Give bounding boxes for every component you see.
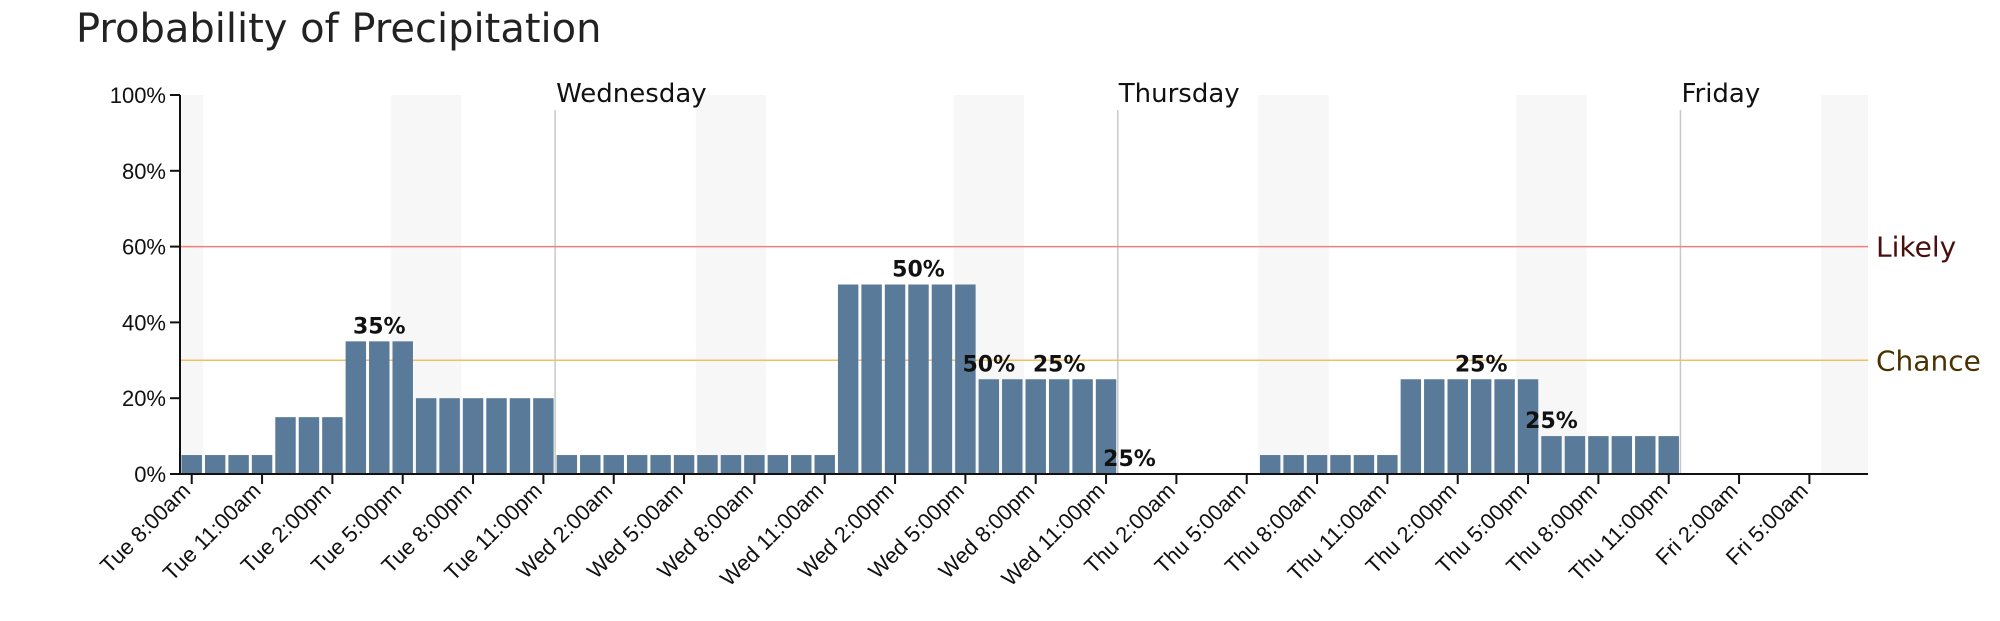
bar bbox=[1025, 379, 1046, 474]
bar bbox=[322, 417, 343, 474]
bar bbox=[1002, 379, 1023, 474]
data-label: 50% bbox=[962, 352, 1015, 377]
bar bbox=[509, 398, 531, 474]
bar bbox=[1306, 455, 1328, 474]
bar bbox=[462, 398, 484, 474]
bar bbox=[1048, 379, 1070, 474]
night-band bbox=[1821, 95, 1868, 474]
bar bbox=[931, 284, 953, 474]
bar bbox=[1353, 455, 1375, 474]
threshold-label-likely: Likely bbox=[1876, 231, 1956, 264]
bar bbox=[626, 455, 648, 474]
bar bbox=[580, 455, 601, 474]
bar bbox=[1517, 379, 1539, 474]
bar bbox=[556, 455, 578, 474]
night-band bbox=[180, 95, 204, 474]
bar bbox=[814, 455, 835, 474]
bar bbox=[837, 284, 859, 474]
night-band bbox=[695, 95, 767, 474]
bar bbox=[251, 455, 273, 474]
day-separators: Wednesday Thursday Friday bbox=[554, 79, 1760, 474]
bar bbox=[486, 398, 507, 474]
bar bbox=[884, 284, 906, 474]
y-tick-label: 0% bbox=[134, 462, 166, 487]
bar bbox=[1564, 436, 1586, 474]
day-label: Wednesday bbox=[556, 79, 707, 109]
bar bbox=[1283, 455, 1304, 474]
night-band bbox=[1258, 95, 1329, 474]
bar bbox=[1541, 436, 1562, 474]
bar bbox=[861, 284, 882, 474]
bar bbox=[275, 417, 296, 474]
bar bbox=[1330, 455, 1351, 474]
data-label: 50% bbox=[892, 258, 945, 283]
bar bbox=[673, 455, 695, 474]
data-label: 25% bbox=[1455, 352, 1508, 377]
bar bbox=[392, 341, 413, 474]
bar bbox=[908, 284, 929, 474]
chart-title: Probability of Precipitation bbox=[76, 6, 602, 52]
y-tick-label: 20% bbox=[122, 386, 166, 411]
threshold-lines: Likely Chance bbox=[180, 231, 1981, 377]
bar bbox=[1424, 379, 1445, 474]
threshold-label-chance: Chance bbox=[1876, 344, 1981, 377]
bar bbox=[978, 379, 1000, 474]
bar bbox=[1095, 379, 1117, 474]
day-label: Friday bbox=[1681, 79, 1760, 109]
bar bbox=[697, 455, 718, 474]
bar bbox=[720, 455, 742, 474]
bar bbox=[533, 398, 554, 474]
bar bbox=[1470, 379, 1492, 474]
bar bbox=[345, 341, 367, 474]
bars bbox=[181, 284, 1679, 474]
bar bbox=[298, 417, 320, 474]
bar bbox=[369, 341, 390, 474]
data-label: 35% bbox=[353, 314, 406, 339]
bar bbox=[650, 455, 671, 474]
bar bbox=[955, 284, 976, 474]
day-label: Thursday bbox=[1118, 79, 1240, 109]
bar bbox=[791, 455, 812, 474]
bar bbox=[1611, 436, 1633, 474]
data-label: 25% bbox=[1103, 447, 1156, 472]
y-tick-label: 60% bbox=[122, 235, 166, 260]
bar bbox=[228, 455, 249, 474]
bar bbox=[1447, 379, 1468, 474]
bar bbox=[767, 455, 789, 474]
y-tick-label: 80% bbox=[122, 159, 166, 184]
bar bbox=[1635, 436, 1656, 474]
y-tick-label: 40% bbox=[122, 310, 166, 335]
bar bbox=[1377, 455, 1398, 474]
bar bbox=[1400, 379, 1422, 474]
data-label: 25% bbox=[1033, 352, 1086, 377]
bar bbox=[181, 455, 202, 474]
y-tick-label: 100% bbox=[110, 83, 166, 108]
bar bbox=[1658, 436, 1679, 474]
bar bbox=[439, 398, 460, 474]
bar bbox=[1494, 379, 1515, 474]
data-label: 25% bbox=[1525, 409, 1578, 434]
bar bbox=[1588, 436, 1609, 474]
data-labels: 35% 50% 50% 25% 25% 25% 25% bbox=[353, 258, 1578, 473]
bar bbox=[204, 455, 226, 474]
bar bbox=[603, 455, 624, 474]
bar bbox=[1072, 379, 1093, 474]
bar bbox=[744, 455, 765, 474]
bar bbox=[1259, 455, 1281, 474]
bar bbox=[415, 398, 437, 474]
